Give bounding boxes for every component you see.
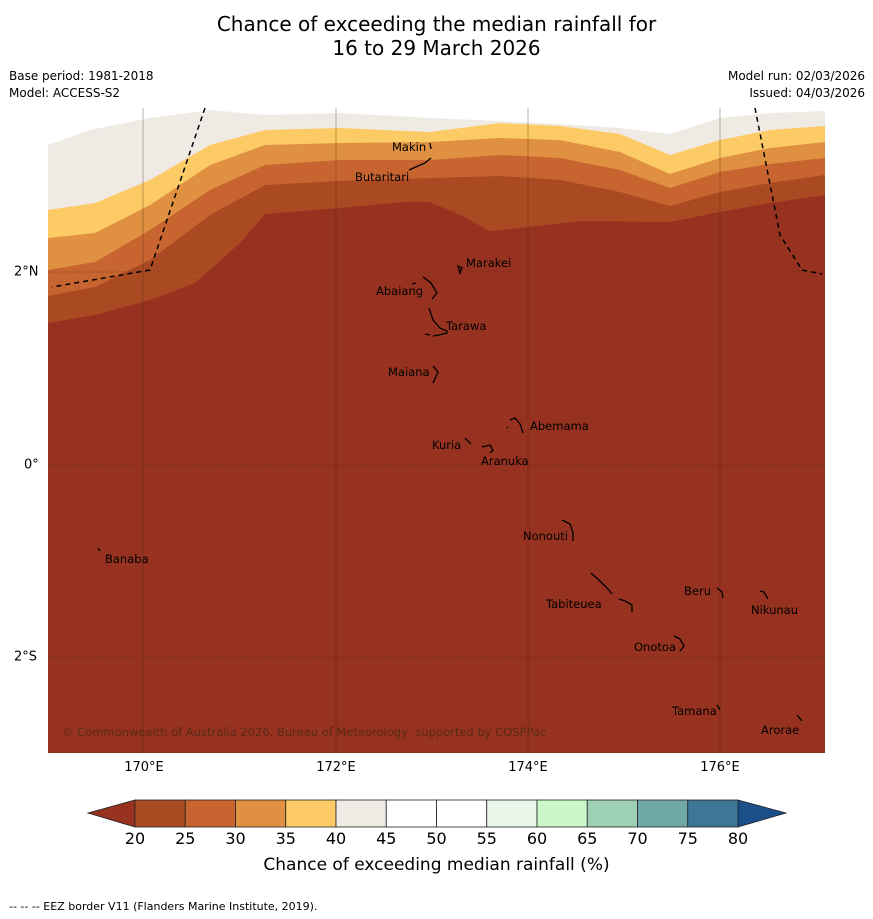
eez-border-east bbox=[754, 108, 823, 275]
colorbar-cell bbox=[436, 799, 488, 828]
place-arorae: Arorae bbox=[761, 723, 799, 737]
colorbar-tick-label: 40 bbox=[326, 829, 346, 848]
colorbar-cell bbox=[335, 799, 387, 828]
maiana-island-shape bbox=[432, 365, 439, 384]
colorbar-tick-label: 65 bbox=[577, 829, 597, 848]
colorbar: 20 25 30 35 40 45 50 55 60 65 70 75 80 bbox=[86, 799, 788, 848]
place-tabiteuea: Tabiteuea bbox=[545, 597, 602, 611]
lat-label-0: 0° bbox=[24, 457, 39, 473]
island-outlines bbox=[97, 142, 803, 722]
graticule bbox=[48, 108, 825, 753]
abemama-island-shape bbox=[506, 417, 524, 434]
tarawa-island-shape bbox=[424, 307, 448, 337]
colorbar-tick-label: 35 bbox=[276, 829, 296, 848]
marakei-island-shape bbox=[456, 264, 463, 276]
band-below-20 bbox=[48, 195, 825, 753]
butaritari-island-shape bbox=[408, 157, 432, 171]
probability-field: Makin Butaritari Marakei Abaiang Tarawa … bbox=[48, 108, 825, 753]
abaiang-island-shape bbox=[411, 276, 438, 300]
nikunau-island-shape bbox=[759, 590, 769, 600]
title-line-1: Chance of exceeding the median rainfall … bbox=[216, 12, 657, 36]
colorbar-tick-label: 75 bbox=[678, 829, 698, 848]
colorbar-under-arrow bbox=[86, 799, 136, 828]
colorbar-tick-label: 50 bbox=[426, 829, 446, 848]
colorbar-tick-label: 25 bbox=[175, 829, 195, 848]
banaba-island-shape bbox=[97, 547, 101, 552]
place-nikunau: Nikunau bbox=[751, 603, 798, 617]
colorbar-cell bbox=[637, 799, 689, 828]
colorbar-cell bbox=[134, 799, 186, 828]
colorbar-tick-label: 45 bbox=[376, 829, 396, 848]
colorbar-cell bbox=[235, 799, 287, 828]
onotoa-island-shape bbox=[673, 635, 685, 652]
colorbar-cell bbox=[586, 799, 638, 828]
place-onotoa: Onotoa bbox=[634, 640, 676, 654]
model-name: Model: ACCESS-S2 bbox=[9, 86, 121, 100]
eez-footnote: -- -- -- EEZ border V11 (Flanders Marine… bbox=[9, 900, 318, 913]
colorbar-cell bbox=[687, 799, 739, 828]
eez-border-west bbox=[51, 108, 206, 288]
colorbar-label: Chance of exceeding median rainfall (%) bbox=[263, 855, 610, 875]
place-kuria: Kuria bbox=[432, 438, 461, 452]
issued-date: Issued: 04/03/2026 bbox=[749, 86, 865, 100]
colorbar-tick-label: 30 bbox=[225, 829, 245, 848]
colorbar-tick-labels: 20 25 30 35 40 45 50 55 60 65 70 75 80 bbox=[125, 829, 748, 848]
place-makin: Makin bbox=[392, 140, 426, 154]
map-title: Chance of exceeding the median rainfall … bbox=[0, 12, 873, 60]
eez-borders bbox=[51, 108, 823, 288]
aranuka-island-shape bbox=[481, 444, 494, 454]
tamana-island-shape bbox=[716, 704, 721, 711]
colorbar-cell bbox=[285, 799, 337, 828]
lat-label-2n: 2°N bbox=[14, 264, 39, 280]
colorbar-tick-label: 60 bbox=[527, 829, 547, 848]
tabiteuea-island-shape bbox=[590, 572, 633, 612]
place-banaba: Banaba bbox=[105, 552, 149, 566]
place-nonouti: Nonouti bbox=[523, 529, 568, 543]
title-line-2: 16 to 29 March 2026 bbox=[332, 36, 541, 60]
lon-label-172e: 172°E bbox=[316, 760, 356, 775]
place-maiana: Maiana bbox=[388, 365, 430, 379]
place-butaritari: Butaritari bbox=[355, 170, 409, 184]
beru-island-shape bbox=[716, 587, 724, 599]
nonouti-island-shape bbox=[561, 519, 574, 541]
colorbar-over-arrow bbox=[737, 799, 788, 828]
place-abemama: Abemama bbox=[530, 419, 589, 433]
colorbar-cell bbox=[536, 799, 588, 828]
colorbar-cell bbox=[184, 799, 236, 828]
base-period: Base period: 1981-2018 bbox=[9, 69, 154, 83]
colorbar-tick-label: 20 bbox=[125, 829, 145, 848]
lon-label-176e: 176°E bbox=[700, 760, 740, 775]
colorbar-tick-label: 80 bbox=[728, 829, 748, 848]
copyright-notice: © Commonwealth of Australia 2026, Bureau… bbox=[62, 725, 546, 739]
place-tarawa: Tarawa bbox=[445, 319, 486, 333]
lon-label-170e: 170°E bbox=[124, 760, 164, 775]
colorbar-cell bbox=[385, 799, 437, 828]
colorbar-tick-label: 70 bbox=[627, 829, 647, 848]
place-labels: Makin Butaritari Marakei Abaiang Tarawa … bbox=[105, 140, 799, 737]
place-tamana: Tamana bbox=[671, 704, 717, 718]
meta-right: Model run: 02/03/2026 Issued: 04/03/2026 bbox=[728, 68, 865, 102]
place-marakei: Marakei bbox=[466, 256, 511, 270]
lat-label-2s: 2°S bbox=[14, 649, 38, 665]
makin-island-shape bbox=[429, 142, 432, 150]
colorbar-cells bbox=[134, 799, 739, 828]
place-abaiang: Abaiang bbox=[376, 284, 423, 298]
meta-left: Base period: 1981-2018 Model: ACCESS-S2 bbox=[9, 68, 154, 102]
colorbar-tick-label: 55 bbox=[477, 829, 497, 848]
lon-label-174e: 174°E bbox=[508, 760, 548, 775]
colorbar-cell bbox=[486, 799, 538, 828]
place-aranuka: Aranuka bbox=[481, 454, 529, 468]
kuria-island-shape bbox=[464, 437, 472, 445]
arorae-island-shape bbox=[796, 714, 803, 722]
place-beru: Beru bbox=[684, 584, 711, 598]
model-run: Model run: 02/03/2026 bbox=[727, 69, 865, 83]
